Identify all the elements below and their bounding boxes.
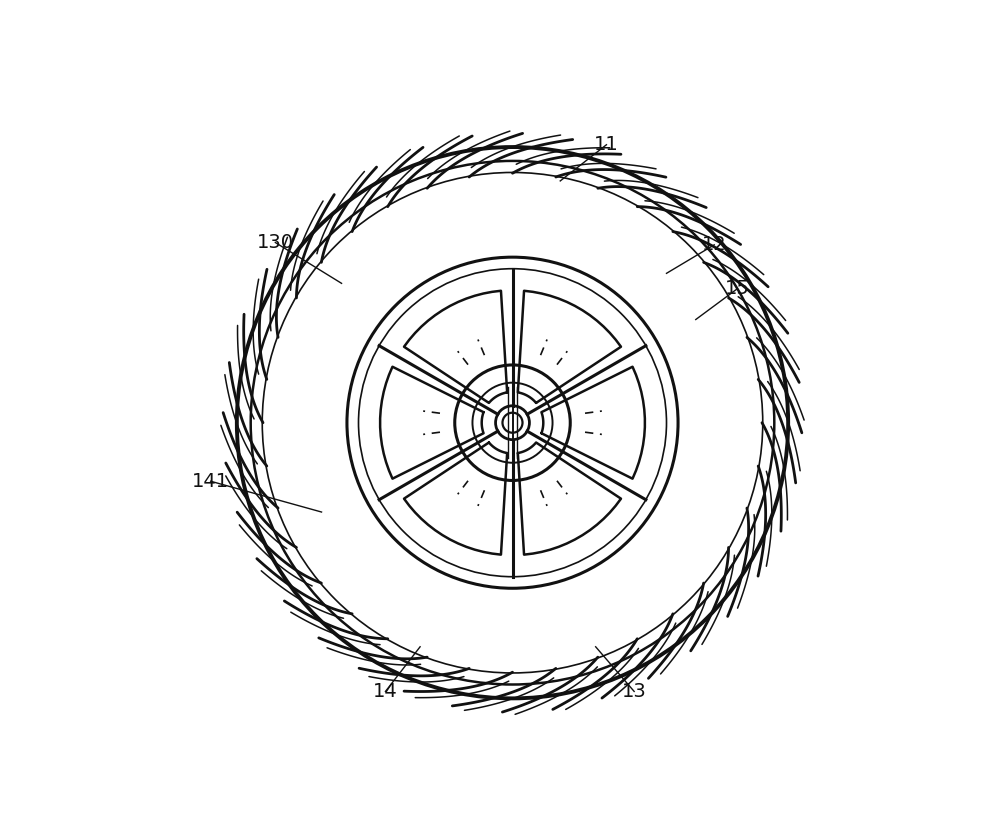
Text: 141: 141 [192, 472, 229, 490]
Text: 12: 12 [702, 235, 727, 254]
Text: 130: 130 [257, 233, 294, 252]
Text: 11: 11 [594, 135, 619, 154]
Text: 15: 15 [725, 279, 750, 299]
Text: 13: 13 [622, 682, 647, 701]
Text: 14: 14 [373, 682, 398, 701]
